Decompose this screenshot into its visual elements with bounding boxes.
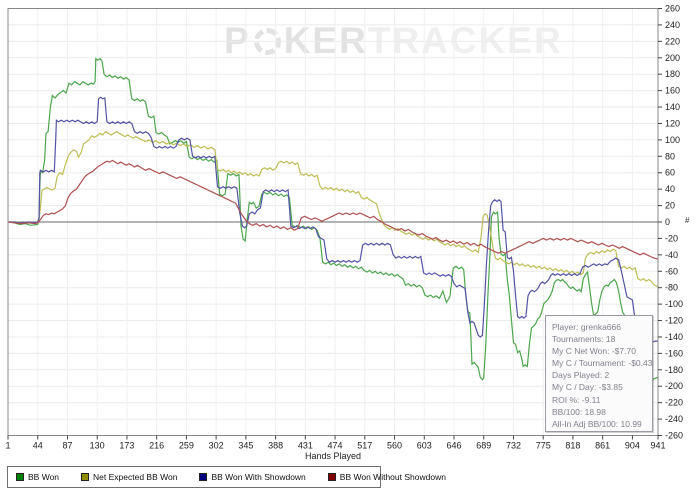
y-tick-label: -80 [665, 283, 678, 293]
y-tick-label: -200 [665, 381, 683, 391]
y-tick-label: -20 [665, 233, 678, 243]
y-tick-label: 120 [665, 118, 680, 128]
x-tick-label: 775 [536, 441, 551, 451]
x-tick-label: 1 [5, 441, 10, 451]
x-axis-title: Hands Played [304, 451, 362, 461]
y-tick-label: 20 [665, 201, 675, 211]
tooltip-stat-row: My C / Day: -$3.85 [552, 382, 623, 393]
tooltip-stat-row: Days Played: 2 [552, 370, 610, 381]
y-tick-label: 200 [665, 53, 680, 63]
x-tick-label: 302 [209, 441, 224, 451]
x-tick-label: 861 [595, 441, 610, 451]
legend-item-net-expected-bb-won: Net Expected BB Won [81, 472, 177, 482]
x-tick-label: 732 [506, 441, 521, 451]
y-tick-label: -240 [665, 414, 683, 424]
series-line-bb-won-without-showdown [8, 159, 658, 260]
series-line-net-expected-bb-won [8, 130, 658, 288]
chart-legend: BB Won Net Expected BB Won BB Won With Sho… [7, 466, 446, 488]
player-stats-tooltip: Player: grenka666 Tournaments: 18 My C Net… [545, 315, 653, 432]
watermark-text-poker-p: P [224, 20, 251, 61]
x-tick-label: 941 [650, 441, 665, 451]
y-tick-label: 180 [665, 69, 680, 79]
x-tick-label: 87 [62, 441, 72, 451]
legend-label: BB Won Without Showdown [339, 472, 446, 482]
y-tick-label: 60 [665, 168, 675, 178]
tooltip-stat-row: ROI %: -9.11 [552, 394, 601, 405]
tooltip-stat-row: Tournaments: 18 [552, 334, 616, 345]
tooltip-stat-row: My C Net Won: -$7.70 [552, 346, 636, 357]
x-tick-label: 173 [119, 441, 134, 451]
y-tick-label: -160 [665, 348, 683, 358]
tooltip-stat-row: My C / Tournament: -$0.43 [552, 358, 653, 369]
legend-swatch-icon [199, 473, 208, 481]
x-tick-label: 560 [387, 441, 402, 451]
legend-swatch-icon [81, 473, 90, 481]
watermark-text-poker-ker: KER [283, 20, 368, 61]
y-tick-label: -100 [665, 299, 683, 309]
y-tick-label: 160 [665, 86, 680, 96]
legend-label: Net Expected BB Won [93, 472, 178, 482]
x-tick-label: 345 [238, 441, 253, 451]
y-tick-label: -60 [665, 266, 678, 276]
y-tick-label: 100 [665, 135, 680, 145]
series-line-bb-won-with-showdown [8, 96, 658, 344]
x-tick-label: 44 [33, 441, 43, 451]
y-tick-label: 0 [665, 217, 670, 227]
x-tick-label: 603 [417, 441, 432, 451]
tooltip-stat-row: Player: grenka666 [552, 322, 621, 332]
y-tick-label: -120 [665, 316, 683, 326]
y-tick-label: -40 [665, 250, 678, 260]
y-tick-label: 140 [665, 102, 680, 112]
watermark-text-tracker: TRACKER [367, 20, 563, 61]
y-tick-label: 40 [665, 184, 675, 194]
legend-swatch-icon [327, 473, 336, 481]
x-tick-label: 517 [357, 441, 372, 451]
pokertracker-watermark: P KER TRACKER [224, 20, 563, 61]
y-tick-label: -140 [665, 332, 683, 342]
x-tick-label: 388 [268, 441, 283, 451]
x-tick-label: 216 [149, 441, 164, 451]
legend-item-bb-won-without-showdown: BB Won Without Showdown [327, 472, 446, 482]
legend-label: BB Won With Showdown [211, 472, 306, 482]
x-tick-label: 818 [565, 441, 580, 451]
x-tick-label: 904 [625, 441, 640, 451]
x-tick-label: 130 [90, 441, 105, 451]
tooltip-stat-row: BB/100: 18.98 [552, 406, 606, 417]
x-tick-label: 689 [476, 441, 491, 451]
x-tick-label: 646 [446, 441, 461, 451]
y-tick-label: 240 [665, 20, 680, 30]
legend-label: BB Won [28, 472, 60, 482]
legend-swatch-icon [16, 473, 24, 481]
y-tick-label: 80 [665, 151, 675, 161]
legend-item-bb-won-with-showdown: BB Won With Showdown [199, 472, 306, 482]
y-tick-label: 220 [665, 36, 680, 46]
y-tick-label: -180 [665, 365, 683, 375]
y-tick-label: 260 [665, 4, 680, 14]
x-tick-label: 259 [179, 441, 194, 451]
x-tick-label: 431 [298, 441, 313, 451]
y-axis-unit-label: # [685, 216, 690, 225]
tooltip-stat-row: All-In Adj BB/100: 10.99 [552, 418, 642, 429]
legend-item-bb-won: BB Won [16, 472, 59, 482]
y-tick-label: -260 [665, 431, 683, 441]
series-line-bb-won [8, 57, 658, 386]
y-tick-label: -220 [665, 398, 683, 408]
x-tick-label: 474 [328, 441, 343, 451]
